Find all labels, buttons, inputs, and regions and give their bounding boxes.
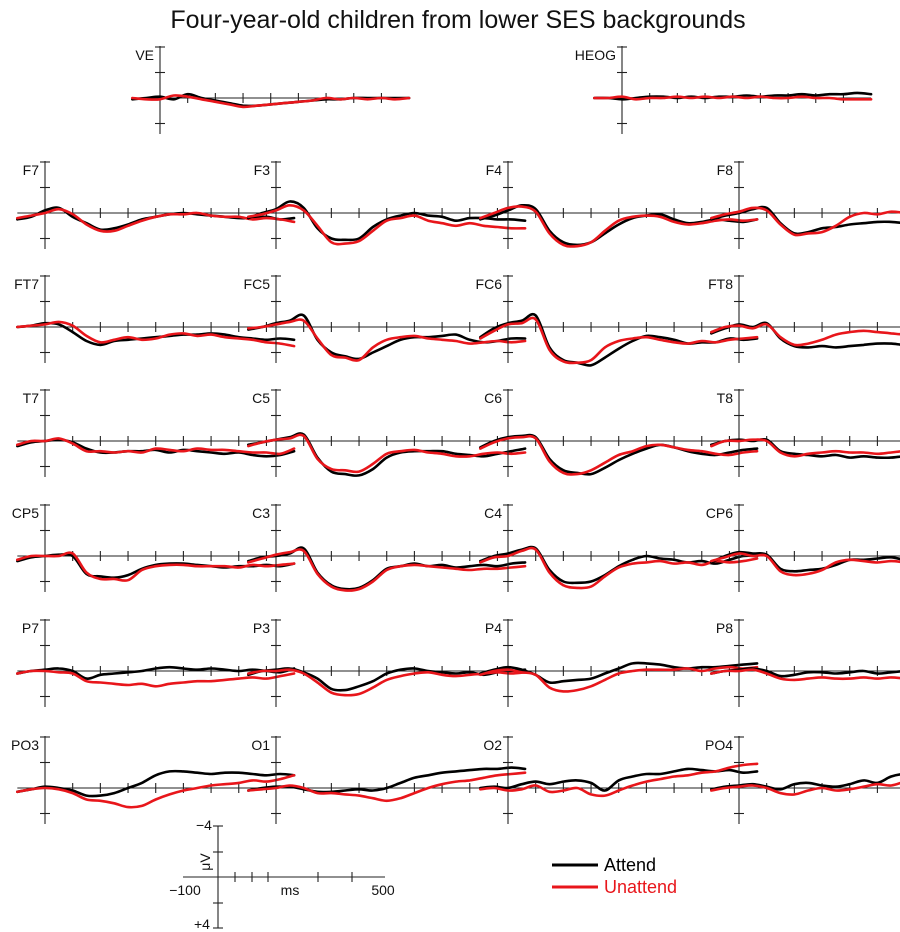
panel-ve: VE: [131, 46, 411, 134]
trace-p8-unattend: [710, 668, 900, 682]
trace-heog-unattend: [593, 95, 873, 101]
trace-f8-unattend: [710, 206, 900, 237]
channel-label: PO4: [705, 737, 733, 753]
trace-p4-unattend: [479, 665, 759, 693]
panel-t8: T8: [710, 389, 900, 477]
channel-label: C3: [252, 505, 270, 521]
channel-label: F3: [254, 162, 271, 178]
trace-fc6-unattend: [479, 316, 759, 365]
channel-label: O2: [483, 737, 502, 753]
trace-f3-unattend: [247, 204, 527, 246]
scale-x-max-label: 500: [371, 882, 395, 898]
channel-label: F8: [717, 162, 734, 178]
channel-label: FC6: [476, 276, 503, 292]
trace-f4-unattend: [479, 205, 759, 248]
scale-x-min-label: −100: [169, 882, 201, 898]
figure-title: Four-year-old children from lower SES ba…: [170, 6, 745, 34]
trace-c3-unattend: [247, 548, 527, 592]
trace-c6-unattend: [479, 434, 759, 476]
panel-p4: P4: [479, 619, 759, 707]
panel-fc5: FC5: [244, 275, 527, 363]
panel-ft8: FT8: [708, 275, 900, 363]
trace-p8-attend: [710, 667, 900, 678]
trace-cp6-unattend: [710, 552, 900, 577]
panel-p8: P8: [710, 619, 900, 707]
panel-fc6: FC6: [476, 275, 759, 367]
trace-p4-attend: [479, 661, 759, 685]
channel-label: FT8: [708, 276, 733, 292]
trace-c5-unattend: [247, 433, 527, 474]
scale-y-bottom-label: +4: [194, 916, 210, 932]
trace-o1-attend: [247, 766, 527, 794]
trace-cp5-unattend: [16, 551, 296, 582]
trace-ve-unattend: [131, 94, 411, 109]
channel-label: P3: [253, 620, 270, 636]
channel-label: HEOG: [575, 47, 616, 63]
channel-label: C4: [484, 505, 502, 521]
channel-label: C6: [484, 390, 502, 406]
panel-f8: F8: [710, 161, 900, 249]
panel-p3: P3: [247, 619, 527, 707]
channel-label: P8: [716, 620, 733, 636]
panel-f3: F3: [247, 161, 527, 249]
channel-label: F4: [486, 162, 503, 178]
panel-ft7: FT7: [14, 275, 296, 363]
trace-po3-attend: [16, 769, 296, 798]
scale-y-top-label: −4: [196, 817, 212, 833]
panel-heog: HEOG: [575, 46, 873, 134]
trace-po3-unattend: [16, 774, 296, 809]
channel-label: CP6: [706, 505, 733, 521]
panel-o1: O1: [247, 736, 527, 824]
channel-label: CP5: [12, 505, 39, 521]
panel-cp6: CP6: [706, 504, 900, 592]
legend-unattend-label: Unattend: [604, 877, 677, 897]
channel-label: F7: [23, 162, 40, 178]
panel-f7: F7: [16, 161, 296, 249]
scale-bar: −4 +4 μV −100 ms 500: [169, 817, 395, 932]
trace-t8-unattend: [710, 438, 900, 458]
trace-ft8-unattend: [710, 322, 900, 347]
panel-cp5: CP5: [12, 504, 296, 592]
channel-label: VE: [135, 47, 154, 63]
legend: Attend Unattend: [552, 855, 677, 897]
channel-label: FT7: [14, 276, 39, 292]
channel-label: PO3: [11, 737, 39, 753]
panel-c6: C6: [479, 389, 759, 477]
trace-p7-unattend: [16, 669, 296, 688]
panel-c5: C5: [247, 389, 527, 477]
trace-p7-attend: [16, 665, 296, 680]
trace-ft7-unattend: [16, 320, 296, 348]
channel-label: T8: [717, 390, 734, 406]
trace-t7-unattend: [16, 437, 296, 456]
trace-fc5-unattend: [247, 318, 527, 362]
channel-label: FC5: [244, 276, 271, 292]
scale-x-unit-label: ms: [281, 882, 300, 898]
channel-label: O1: [251, 737, 270, 753]
trace-po4-unattend: [710, 781, 900, 796]
panel-p7: P7: [16, 619, 296, 707]
panel-t7: T7: [16, 389, 296, 477]
legend-attend-label: Attend: [604, 855, 656, 875]
panel-po3: PO3: [11, 736, 296, 824]
trace-o1-unattend: [247, 771, 527, 803]
trace-o2-unattend: [479, 762, 759, 798]
panel-f4: F4: [479, 161, 759, 249]
scale-y-unit-label: μV: [197, 853, 213, 871]
panel-o2: O2: [479, 736, 759, 824]
panel-po4: PO4: [705, 736, 900, 824]
channel-panels: VE HEOG F7 F3 F4 F8 FT7 FC5 FC6 FT8 T7 C5 C6 T8 CP5 C3 C…: [11, 46, 900, 824]
scale-ticks: [213, 825, 353, 929]
channel-label: P4: [485, 620, 502, 636]
channel-label: T7: [23, 390, 40, 406]
channel-label: C5: [252, 390, 270, 406]
panel-c3: C3: [247, 504, 527, 592]
channel-label: P7: [22, 620, 39, 636]
